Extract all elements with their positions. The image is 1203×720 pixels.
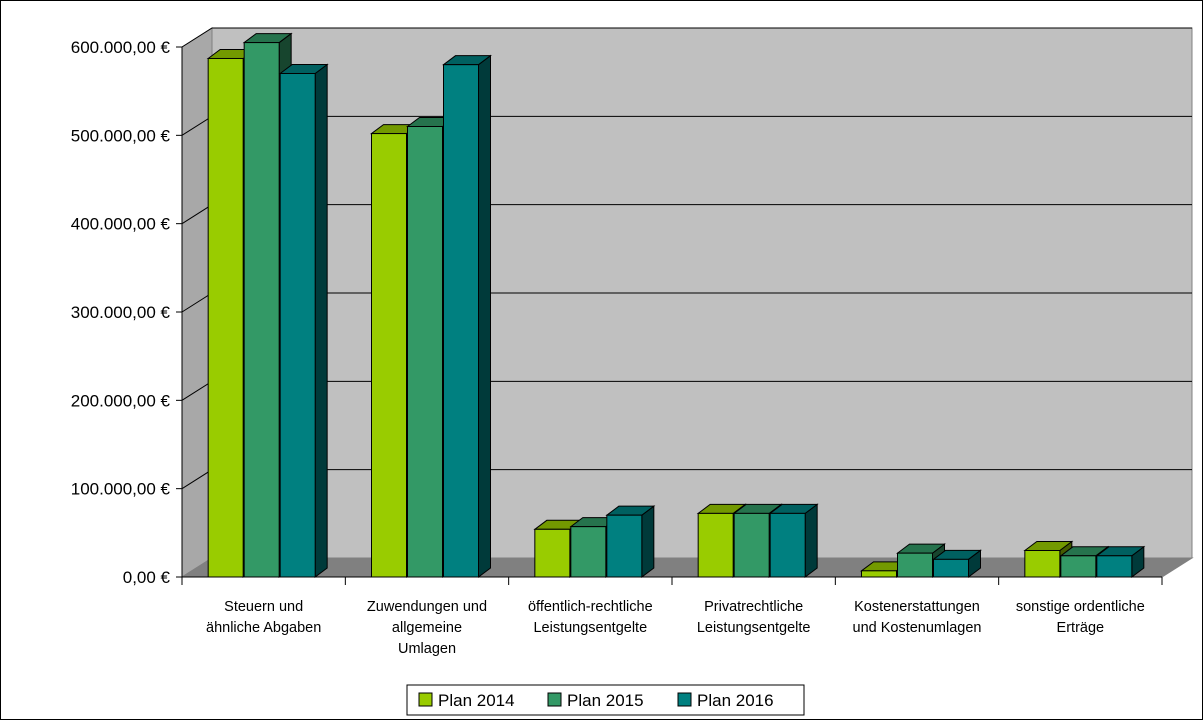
bar: [207, 57, 244, 578]
y-tick-label: 600.000,00 €: [71, 38, 171, 57]
bar: [407, 126, 443, 578]
bar: [933, 558, 969, 578]
x-tick-label: Zuwendungen und allgemeine Umlagen: [367, 599, 487, 657]
y-tick-label: 200.000,00 €: [71, 391, 171, 410]
bar: [697, 512, 734, 578]
legend-label: Plan 2015: [567, 691, 644, 710]
y-tick-label: 500.000,00 €: [71, 126, 171, 145]
x-tick-label: Kostenerstattungen und Kostenumlagen: [853, 599, 982, 636]
legend-swatch: [547, 692, 562, 707]
x-tick-label: Privatrechtliche Leistungsentgelte: [697, 599, 811, 636]
bar: [443, 64, 479, 578]
x-tick-label: öffentlich-rechtliche Leistungsentgelte: [528, 599, 653, 636]
y-tick-label: 400.000,00 €: [71, 215, 171, 234]
bar-side: [478, 54, 491, 578]
x-tick-label-line: Privatrechtliche: [704, 599, 803, 615]
bar: [243, 42, 280, 578]
legend-label: Plan 2014: [438, 691, 515, 710]
bar: [570, 526, 607, 578]
legend-box: [406, 684, 805, 716]
x-tick-label-line: Steuern und: [224, 599, 303, 615]
x-tick-label: Steuern und ähnliche Abgaben: [206, 599, 321, 636]
bar: [1060, 555, 1097, 578]
y-tick-label: 100.000,00 €: [71, 480, 171, 499]
legend-label: Plan 2016: [697, 691, 774, 710]
bar: [1096, 555, 1133, 578]
x-tick-label-line: öffentlich-rechtliche: [528, 599, 653, 615]
x-tick-label-line: ähnliche Abgaben: [206, 620, 321, 636]
gridline: [181, 27, 1192, 48]
x-tick-label: sonstige ordentliche Erträge: [1016, 599, 1145, 636]
bar: [1024, 550, 1061, 578]
y-tick-label: 0,00 €: [123, 568, 171, 587]
bar-side: [804, 503, 818, 578]
x-tick-label-line: Umlagen: [398, 641, 456, 657]
x-tick-label-line: Leistungsentgelte: [697, 620, 811, 636]
bar: [861, 570, 897, 578]
bar-side: [314, 63, 328, 578]
x-tick-label-line: Zuwendungen und: [367, 599, 487, 615]
bar: [733, 512, 770, 578]
bar: [371, 133, 407, 578]
bar: [606, 514, 643, 578]
x-tick-label-line: Leistungsentgelte: [533, 620, 647, 636]
bar: [279, 73, 316, 578]
x-tick-label-line: und Kostenumlagen: [853, 620, 982, 636]
bar: [534, 528, 571, 578]
x-tick-label-line: Kostenerstattungen: [854, 599, 980, 615]
x-tick-label-line: Erträge: [1057, 620, 1105, 636]
legend-swatch: [677, 692, 692, 707]
bar: [897, 552, 933, 578]
bar: [769, 512, 806, 578]
y-tick-label: 300.000,00 €: [71, 303, 171, 322]
bar-side: [641, 505, 655, 578]
x-tick-label-line: allgemeine: [392, 620, 462, 636]
legend-swatch: [418, 692, 433, 707]
x-tick-label-line: sonstige ordentliche: [1016, 599, 1145, 615]
